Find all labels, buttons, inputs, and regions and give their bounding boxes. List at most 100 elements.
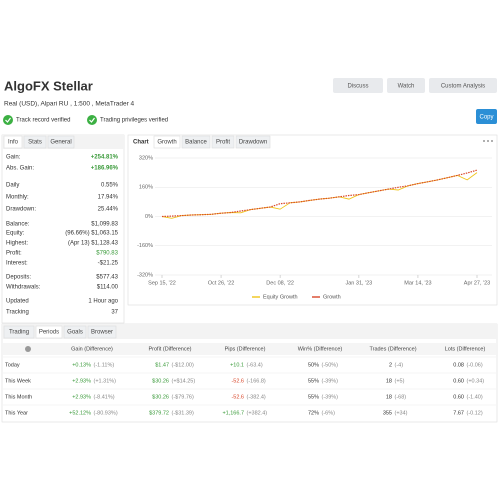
cell-value: 2 [389,362,392,368]
cell-difference: (+5) [395,378,405,384]
cell-value: 72% [308,410,319,416]
tab[interactable] [3,325,35,339]
button[interactable] [387,78,425,93]
tab[interactable] [3,135,23,149]
info-label: Updated [6,299,29,305]
cell-difference: (-166.8) [247,378,266,384]
info-value: 1 Hour ago [88,299,118,305]
tab-label: Stats [28,140,42,146]
cell-difference: (-50%) [322,362,339,368]
cell-value: 355 [383,410,392,416]
cell-difference: (-39%) [322,394,339,400]
legend-label: Growth [323,294,341,300]
info-value: 0.55% [101,183,119,189]
chart-panel [127,134,498,306]
tab-label: Goals [67,330,83,336]
x-tick-label: Jan 31, '23 [346,280,373,286]
cell-difference: (-382.4) [247,394,266,400]
info-value: +254.81% [91,155,119,161]
cell-difference: (-4) [395,362,404,368]
button-label: Custom Analysis [441,84,485,90]
info-label: Tracking [6,310,29,316]
cell-difference: (-6%) [322,410,336,416]
cell-difference: (-63.4) [247,362,263,368]
tab-label: Growth [157,140,176,146]
info-value: $577.43 [96,275,118,281]
menu-dot [483,140,485,142]
cell-difference: (-0.12) [467,410,483,416]
row-label: This Year [5,410,28,416]
row-label: This Week [5,378,31,384]
tab[interactable] [181,135,211,149]
info-value: 25.44% [98,207,119,213]
cell-difference: (-1.11%) [94,362,115,368]
cell-value: $30.26 [152,394,169,400]
badge-check [5,117,11,123]
info-icon [25,346,31,352]
button-label: Discuss [347,84,368,90]
cell-value: +1,166.7 [222,410,244,416]
cell-value: $30.26 [152,378,169,384]
button[interactable] [429,78,497,93]
cell-value: +2.93% [72,394,91,400]
legend-label: Equity Growth [263,294,298,300]
button-label: Watch [398,84,415,90]
cell-value: 55% [308,394,319,400]
tab[interactable] [211,135,235,149]
cell-difference: (-68) [395,394,407,400]
info-value: +186.96% [91,166,119,172]
y-tick-label: 0% [145,214,153,220]
cell-difference: (-1.40) [467,394,483,400]
button[interactable] [333,78,383,93]
cell-value: 55% [308,378,319,384]
x-tick-label: Apr 27, '23 [464,280,490,286]
info-panel [1,134,125,324]
cell-difference: (+0.34) [467,378,485,384]
info-value: $1,099.83 [91,222,118,228]
copy-label: Copy [479,115,493,121]
tab[interactable] [153,135,181,149]
tab-label: Trading [9,330,29,336]
info-value: $114.00 [97,285,119,291]
info-label: Withdrawals: [6,285,41,291]
cell-value: +10.1 [230,362,244,368]
tab[interactable] [63,325,87,339]
column-header: Win% (Difference) [298,346,343,352]
cell-value: 0.08 [453,362,464,368]
cell-value: $379.72 [149,410,169,416]
copy-button[interactable] [476,109,497,124]
tab[interactable] [87,325,117,339]
badge-label: Trading privileges verified [100,118,168,124]
tab[interactable] [23,135,47,149]
y-tick-label: -320% [137,272,153,278]
cell-difference: (-80.93%) [94,410,118,416]
tab[interactable] [235,135,271,149]
cell-difference: (+34) [395,410,408,416]
cell-value: 7.67 [453,410,464,416]
tab[interactable] [47,135,75,149]
info-value: -$21.25 [98,261,119,267]
tab[interactable] [35,325,63,339]
badge-label: Track record verified [16,118,70,124]
cell-value: +2.93% [72,378,91,384]
tab-label: Drawdown [239,140,267,146]
chart-tab-title: Chart [133,140,149,146]
y-tick-label: 320% [139,155,153,161]
badge-check [89,117,95,123]
cell-value: 18 [386,378,392,384]
info-label: Daily [6,183,19,189]
cell-value: 0.60 [453,378,464,384]
info-label: Monthly: [6,195,29,201]
cell-difference: (-8.41%) [94,394,115,400]
tab-bar [2,324,497,339]
tab-label: Balance [185,140,207,146]
tab-label: Browser [91,330,113,336]
series-line [161,169,478,218]
tab-label: Periods [39,330,59,336]
cell-difference: (+$14.25) [172,378,196,384]
cell-value: -52.6 [231,378,244,384]
tab-label: General [50,140,71,146]
cell-difference: (-39%) [322,378,339,384]
row-label: This Month [5,394,32,400]
